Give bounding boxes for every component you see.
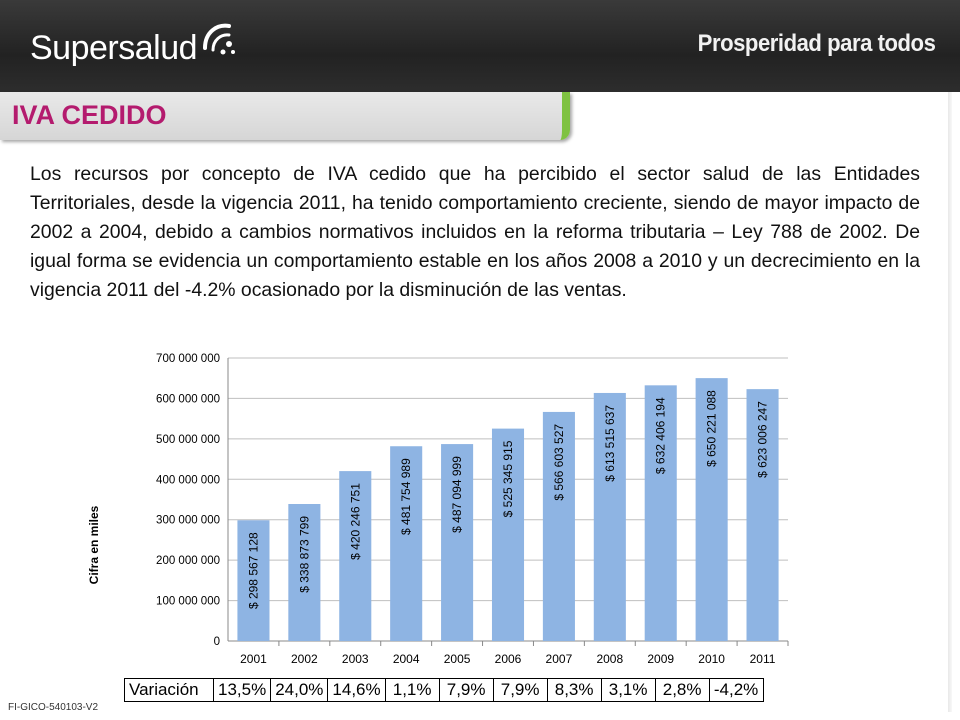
data-label: $ 566 603 527: [552, 424, 566, 501]
data-label: $ 613 515 637: [603, 405, 617, 482]
page-edge-shadow: [948, 92, 952, 712]
logo-swirl-icon: [203, 23, 236, 55]
x-tick-label: 2011: [750, 652, 776, 666]
data-label: $ 623 006 247: [756, 401, 770, 478]
y-tick-label: 100 000 000: [156, 596, 220, 608]
bar: [390, 446, 423, 641]
variation-cell: 3,1%: [600, 678, 656, 702]
variation-cell: -4,2%: [708, 678, 764, 702]
x-tick-label: 2010: [698, 652, 725, 666]
data-label: $ 525 345 915: [501, 440, 515, 517]
y-axis-label: Cifra en miles: [87, 505, 101, 585]
variation-cell: 24,0%: [270, 678, 329, 702]
variation-cell: 7,9%: [492, 678, 548, 702]
y-tick-label: 300 000 000: [156, 515, 220, 527]
prosperidad-logo: Prosperidad para todos: [697, 30, 935, 57]
body-paragraph: Los recursos por concepto de IVA cedido …: [30, 163, 920, 301]
x-tick-label: 2003: [342, 652, 369, 666]
y-tick-label: 700 000 000: [156, 353, 220, 365]
x-tick-label: 2008: [596, 652, 623, 666]
data-label: $ 632 406 194: [654, 397, 668, 474]
data-label: $ 298 567 128: [246, 532, 260, 609]
page-title: IVA CEDIDO: [12, 100, 167, 130]
y-tick-label: 400 000 000: [156, 474, 220, 486]
variation-label: Variación: [124, 678, 214, 702]
data-label: $ 487 094 999: [450, 456, 464, 533]
footer-code: FI-GICO-540103-V2: [8, 702, 99, 713]
title-bar: IVA CEDIDO: [0, 92, 570, 140]
bar: [491, 428, 525, 641]
variation-cell: 13,5%: [212, 678, 272, 702]
variation-cell: 8,3%: [546, 678, 602, 702]
bar: [695, 378, 728, 641]
variation-cell: 1,1%: [384, 678, 440, 702]
variation-cell: 2,8%: [654, 678, 710, 702]
variation-cell: 7,9%: [438, 678, 494, 702]
variation-cell: 14,6%: [327, 678, 386, 702]
data-label: $ 481 754 989: [399, 458, 413, 535]
bar: [593, 392, 626, 641]
variation-table: Variación 13,5% 24,0% 14,6% 1,1% 7,9% 7,9% 8,3…: [124, 678, 764, 702]
x-tick-label: 2004: [393, 652, 420, 666]
bar: [746, 389, 779, 641]
bar: [288, 503, 321, 641]
data-label: $ 338 873 799: [297, 516, 311, 593]
header-bar: Supersalud Prosperidad para todos: [0, 0, 960, 92]
data-label: $ 650 221 088: [705, 390, 719, 467]
x-tick-label: 2005: [444, 652, 471, 666]
bar: [644, 385, 677, 641]
x-tick-label: 2009: [647, 652, 674, 666]
y-tick-label: 200 000 000: [156, 555, 220, 567]
bar: [339, 471, 372, 641]
data-label: $ 420 246 751: [348, 483, 362, 560]
y-tick-label: 500 000 000: [156, 434, 220, 446]
y-tick-label: 600 000 000: [156, 393, 220, 405]
y-tick-label: 0: [214, 636, 220, 648]
x-tick-label: 2006: [495, 652, 522, 666]
x-tick-label: 2001: [240, 652, 267, 666]
supersalud-logo: Supersalud: [30, 18, 239, 78]
bar: [542, 411, 575, 641]
logo-text: Supersalud: [30, 28, 198, 67]
bar: [441, 444, 474, 641]
bar: [237, 520, 270, 641]
x-tick-label: 2007: [546, 652, 573, 666]
x-tick-label: 2002: [291, 652, 318, 666]
